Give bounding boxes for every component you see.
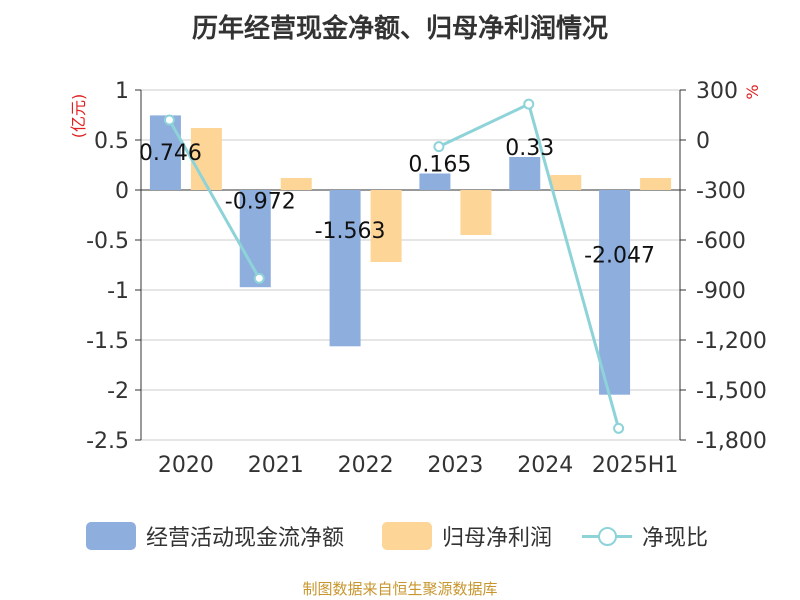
data-label-cashflow: -1.563 <box>315 219 386 244</box>
data-label-cashflow: 0.165 <box>408 153 471 178</box>
bar-cashflow <box>599 190 631 395</box>
data-label-cashflow: 0.33 <box>505 136 554 161</box>
legend-label-cashflow: 经营活动现金流净额 <box>146 526 345 551</box>
left-tick-label: -2.5 <box>86 429 129 454</box>
x-tick-label: 2021 <box>248 453 304 478</box>
right-tick-label: -1,200 <box>696 329 767 354</box>
point-cash-ratio <box>163 114 175 126</box>
x-tick-label: 2025H1 <box>592 453 679 478</box>
x-tick-label: 2022 <box>338 453 394 478</box>
left-tick-label: 1 <box>115 79 129 104</box>
left-tick-label: -1.5 <box>86 329 129 354</box>
legend-swatch-cashflow <box>86 522 136 550</box>
left-tick-label: 0.5 <box>94 129 129 154</box>
bar-net-profit <box>460 190 492 235</box>
legend-item-cashflow[interactable]: 经营活动现金流净额 <box>86 516 344 556</box>
bar-cashflow <box>419 173 451 190</box>
bar-cashflow <box>149 115 181 190</box>
left-tick-label: -0.5 <box>86 229 129 254</box>
bar-net-profit <box>190 128 222 190</box>
right-tick-label: -300 <box>696 179 746 204</box>
right-axis-unit: % <box>743 84 762 99</box>
legend-line-cash-ratio-icon <box>582 522 632 550</box>
point-cash-ratio <box>433 141 445 153</box>
line-segment-cash-ratio <box>527 103 621 429</box>
legend-item-cash-ratio[interactable]: 净现比 <box>582 516 708 556</box>
bar-cashflow <box>509 157 541 190</box>
legend-item-net-profit[interactable]: 归母净利润 <box>382 516 552 556</box>
right-tick-label: -900 <box>696 279 746 304</box>
x-tick-label: 2023 <box>427 453 483 478</box>
right-tick-label: -600 <box>696 229 746 254</box>
right-tick-label: -1,800 <box>696 429 767 454</box>
bar-net-profit <box>370 190 402 262</box>
left-axis-unit: (亿元) <box>69 94 88 139</box>
left-tick-label: -1 <box>107 279 129 304</box>
line-segment-cash-ratio <box>438 102 530 149</box>
point-cash-ratio <box>523 98 535 110</box>
data-label-cashflow: 0.746 <box>139 141 202 166</box>
line-segment-cash-ratio <box>168 119 261 280</box>
left-tick-label: 0 <box>115 179 129 204</box>
right-tick-label: -1,500 <box>696 379 767 404</box>
right-tick-label: 300 <box>696 79 738 104</box>
x-tick-label: 2024 <box>517 453 573 478</box>
legend-label-cash-ratio: 净现比 <box>642 526 709 551</box>
right-tick-label: 0 <box>696 129 710 154</box>
source-note: 制图数据来自恒生聚源数据库 <box>302 580 498 598</box>
bar-cashflow <box>329 190 361 347</box>
data-label-cashflow: -2.047 <box>584 243 655 268</box>
bar-net-profit <box>640 178 672 190</box>
point-cash-ratio <box>613 422 625 434</box>
bar-net-profit <box>550 175 582 190</box>
legend: 经营活动现金流净额 归母净利润 净现比 <box>0 516 800 556</box>
bar-net-profit <box>280 178 312 190</box>
point-cash-ratio <box>253 272 265 284</box>
chart-title: 历年经营现金净额、归母净利润情况 <box>191 14 608 44</box>
data-label-cashflow: -0.972 <box>225 190 296 215</box>
legend-swatch-net-profit <box>382 522 432 550</box>
left-tick-label: -2 <box>107 379 129 404</box>
legend-label-net-profit: 归母净利润 <box>442 526 553 551</box>
x-tick-label: 2020 <box>158 453 214 478</box>
